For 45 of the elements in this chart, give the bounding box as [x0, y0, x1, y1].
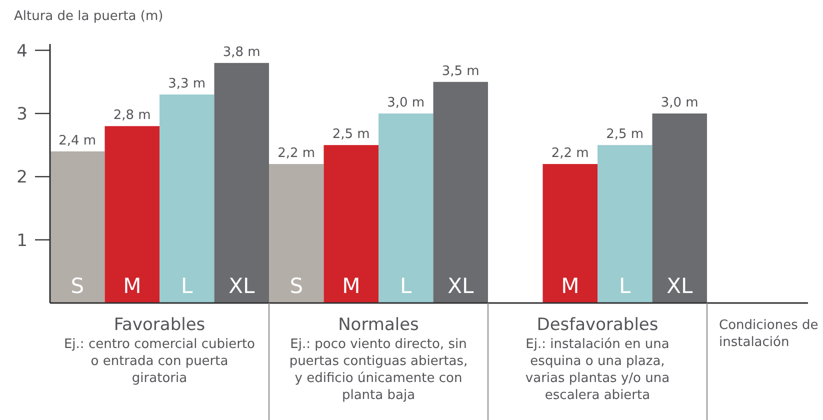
y-tick-label: 2	[16, 168, 28, 188]
y-tick-label: 4	[16, 41, 28, 62]
series-label: L	[181, 274, 194, 298]
bar	[652, 113, 707, 303]
data-label: 3,8 m	[222, 44, 260, 60]
bar	[269, 164, 324, 303]
bar	[324, 145, 378, 303]
data-label: 2,2 m	[278, 146, 316, 162]
text: M	[342, 274, 360, 298]
data-label: 2,5 m	[606, 127, 644, 142]
text: Ej.: poco viento directo, sin puertas contiguas abiertas, y edificio únicamente con planta baja	[289, 337, 468, 403]
x-axis-title: Condiciones de instalación	[719, 318, 818, 350]
data-label: 3,3 m	[168, 76, 206, 92]
data-label: 3,0 m	[387, 95, 425, 110]
text: XL	[448, 274, 474, 298]
y-tick-label: 1	[16, 230, 28, 251]
bar	[50, 151, 105, 303]
text: M	[561, 274, 580, 298]
text: XL	[666, 274, 693, 298]
data-label: 3,5 m	[442, 64, 480, 79]
data-label: 2,2 m	[551, 146, 589, 162]
bar	[433, 82, 488, 303]
data-label: 2,4 m	[58, 133, 96, 148]
bar	[104, 126, 160, 303]
bar	[542, 164, 598, 303]
data-label: 3,0 m	[660, 95, 698, 110]
bar	[598, 145, 652, 303]
bar	[378, 113, 434, 303]
bar	[160, 94, 214, 303]
x-tick-label: Normales	[338, 315, 420, 335]
text: S	[290, 274, 304, 298]
x-tick-label: Desfavorables	[536, 315, 658, 335]
y-axis-title: Altura de la puerta (m)	[14, 9, 164, 24]
data-label: 2,8 m	[113, 108, 151, 124]
bar	[214, 62, 269, 303]
text: Ej.: instalación en una esquina o una plaza, varias plantas y/o una escalera abierta	[525, 337, 670, 403]
x-tick-label: Favorables	[114, 315, 206, 335]
series-label: XL	[228, 274, 255, 298]
text: L	[400, 274, 412, 298]
y-tick-label: 3	[16, 104, 28, 124]
data-label: 2,5 m	[332, 127, 370, 142]
text: Ej.: centro comercial cubierto o entrada con puerta giratoria	[64, 337, 256, 386]
text: L	[619, 274, 631, 298]
series-label: S	[70, 274, 84, 298]
series-label: M	[123, 274, 142, 298]
